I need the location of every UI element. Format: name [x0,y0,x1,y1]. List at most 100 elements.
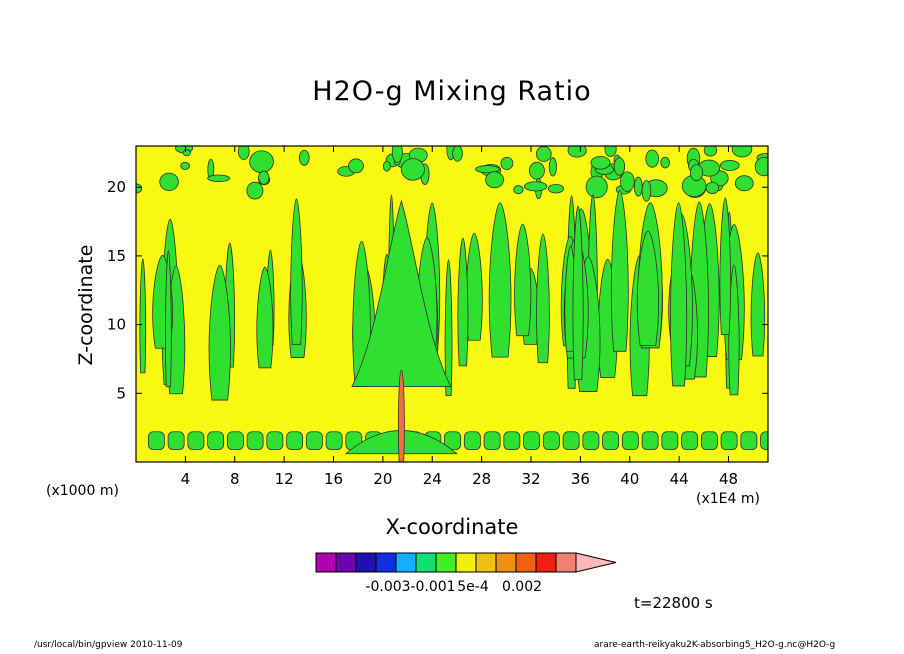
x-tick-label: 4 [181,470,191,488]
moist-surface-bead [246,431,264,451]
moist-surface-bead [463,431,481,451]
moisture-peak [397,369,405,462]
moist-surface-bead [147,431,165,451]
moist-plume [572,205,584,381]
moist-surface-bead [187,431,205,451]
moist-surface-bead [720,431,738,451]
moist-surface-bead [167,431,185,451]
x-tick-label: 20 [373,470,392,488]
colorbar-cell [395,552,417,573]
moist-plume [670,202,688,387]
x-tick-label: 40 [620,470,639,488]
moist-plume [719,197,732,335]
moist-surface-bead [602,431,620,451]
moist-patch-upper [690,164,704,181]
moist-surface-bead [542,431,560,451]
colorbar-cell [355,552,377,573]
footer-program-date: /usr/local/bin/gpview 2010-11-09 [34,640,183,650]
moist-surface-bead [582,431,600,451]
moist-patch-upper [513,185,524,195]
x-tick-label: 24 [423,470,442,488]
x-axis-unit-left: (x1000 m) [46,483,119,499]
colorbar-cell [375,552,397,573]
moist-surface-bead [661,431,679,451]
moist-surface-bead [760,431,768,451]
moist-patch-upper [604,146,617,157]
y-tick-label: 15 [107,247,126,265]
moist-patch-upper [567,146,587,158]
moist-patch-upper [645,149,659,168]
moist-plume [208,264,231,401]
colorbar-cell [555,552,577,573]
moist-patch-upper [528,161,545,180]
moist-patch-upper [258,170,270,185]
moist-surface-bead [305,431,323,451]
x-axis-label: X-coordinate [385,515,519,539]
moist-patch-upper [246,181,264,200]
moist-surface-bead [641,431,659,451]
colorbar-cell [315,552,337,573]
moist-surface-bead [700,431,718,451]
moist-plume [457,237,469,367]
moist-patch-upper [620,171,635,192]
x-tick-label: 8 [230,470,240,488]
moist-plume [290,198,303,345]
plot-frame [135,145,769,463]
colorbar-cell [335,552,357,573]
moist-plume [610,189,629,352]
moist-patch-upper [207,174,231,182]
colorbar: -0.003 -0.001 5e-4 0.002 [315,552,617,595]
moist-patch-upper [475,165,500,174]
moist-patch-upper [180,161,190,170]
moist-surface-bead [621,431,639,451]
colorbar-arrow [575,552,617,573]
colorbar-cell [515,552,537,573]
moist-patch-upper [237,146,250,161]
moist-patch-upper [734,175,754,192]
colorbar-cell [455,552,477,573]
moist-patch-upper [500,156,514,170]
colorbar-cell [415,552,437,573]
moist-patch-upper [705,181,720,195]
moist-patch-upper [391,146,403,163]
moist-patch-upper [400,158,425,181]
moist-surface-bead [266,431,284,451]
colorbar-cell [475,552,497,573]
moist-surface-bead [444,431,462,451]
moist-plume [750,252,766,357]
moist-patch-upper [382,161,391,172]
moist-patch-upper [249,150,274,174]
colorbar-label: 0.002 [502,579,542,595]
moist-patch-upper [485,171,504,189]
moist-plume [165,250,172,388]
moist-surface-bead [681,431,699,451]
moist-patch-upper [613,157,626,176]
colorbar-label: -0.003 [365,579,410,595]
moist-patch-upper [299,149,310,166]
x-axis-unit-right: (x1E4 m) [696,491,760,507]
moist-plume [536,233,550,364]
moist-patch-upper [585,175,608,199]
moist-surface-bead [325,431,343,451]
time-label: t=22800 s [634,594,713,612]
moist-patch-upper [720,160,740,171]
colorbar-cell [495,552,517,573]
moist-patch-upper [590,155,611,170]
x-tick-label: 48 [719,470,738,488]
moist-surface-bead [562,431,580,451]
moist-plume [444,259,453,397]
moist-patch-upper [731,146,753,158]
moist-plume [139,258,147,374]
moist-patch-upper [633,176,643,197]
chart-title: H2O-g Mixing Ratio [312,76,592,107]
moist-plume [488,202,512,358]
moist-patch-upper [703,146,718,157]
moist-patch-upper [548,157,557,177]
moist-surface-bead [207,431,225,451]
moist-patch-upper [348,158,364,174]
colorbar-label: -0.001 [410,579,455,595]
contour-field [136,146,768,462]
moist-plume [636,230,659,346]
x-tick-label: 32 [521,470,540,488]
